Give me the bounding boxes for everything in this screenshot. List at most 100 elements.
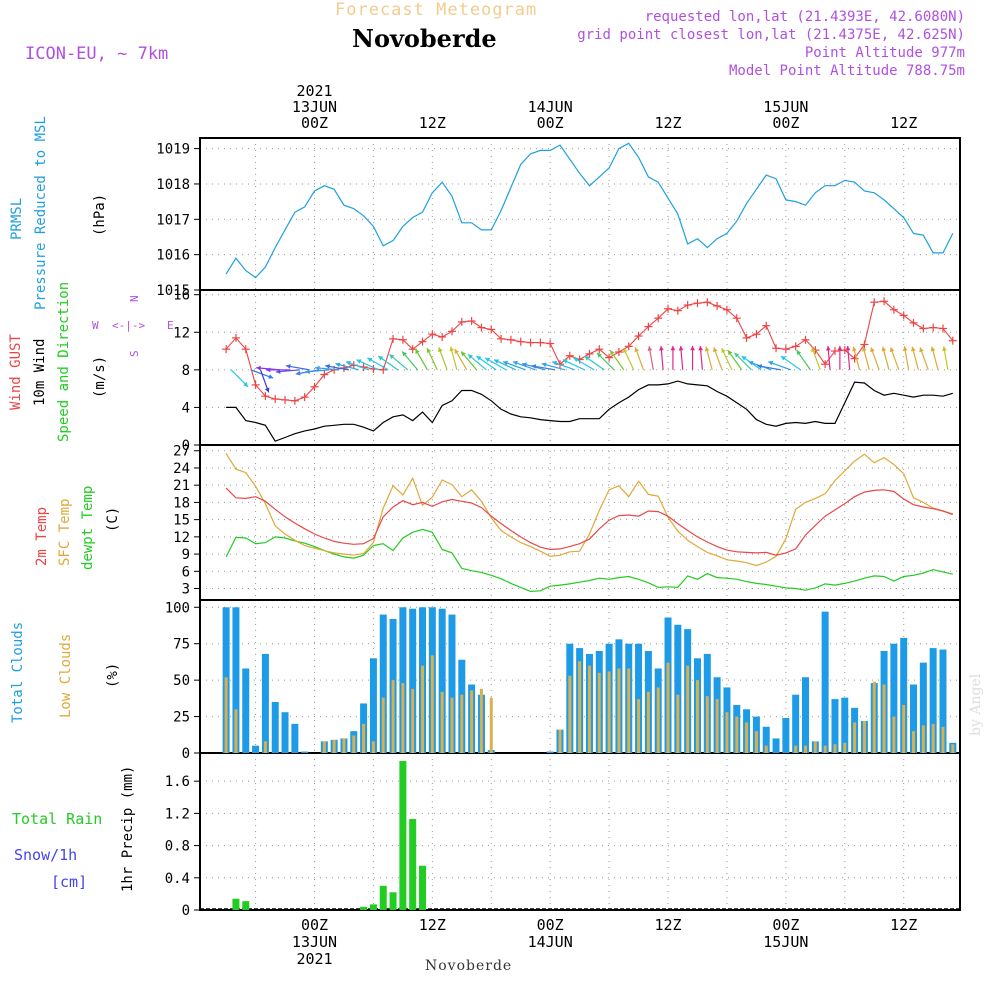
time-label-text: 12Z xyxy=(890,916,917,934)
gust-marker xyxy=(281,395,290,404)
total-cloud-bar xyxy=(261,653,269,753)
wind-arrow xyxy=(315,365,340,371)
wind-arrow-head xyxy=(256,365,261,371)
gust-marker xyxy=(231,333,240,342)
low-cloud-bar xyxy=(568,675,572,753)
wind-arrow xyxy=(305,369,330,374)
y-tick-label: 0 xyxy=(182,438,190,454)
low-cloud-bar xyxy=(745,722,749,753)
wind-arrow-head xyxy=(741,356,747,361)
wind-arrow-head xyxy=(467,354,473,360)
precip-bar xyxy=(379,885,387,910)
wind-arrow xyxy=(467,353,487,371)
pressure-line xyxy=(225,142,954,279)
wind-arrow-head xyxy=(930,346,936,352)
time-label-top: 12Z xyxy=(419,114,446,132)
low-cloud-bar xyxy=(440,691,444,753)
wind-arrow-head xyxy=(438,347,443,353)
gust-marker xyxy=(781,345,790,354)
total-cloud-bar xyxy=(242,668,250,753)
wind-arrow xyxy=(704,346,713,371)
gust-marker xyxy=(438,332,447,341)
gust-marker xyxy=(919,324,928,333)
precip-bar xyxy=(232,898,240,910)
wind-arrow xyxy=(476,355,497,371)
gust-marker xyxy=(477,323,486,332)
total-cloud-bar xyxy=(635,643,643,753)
wind-arrow-head xyxy=(461,351,466,357)
gust-marker xyxy=(693,299,702,308)
gust-marker xyxy=(614,348,623,356)
wind-arrow-head xyxy=(796,350,802,356)
precip-bar xyxy=(360,906,368,910)
gust-marker xyxy=(595,345,604,354)
time-label-text: 2021 xyxy=(296,950,332,968)
time-label-text: 12Z xyxy=(654,916,681,934)
wind-arrow-head xyxy=(522,362,527,368)
wind-arrow xyxy=(727,349,743,371)
wind-arrow xyxy=(389,353,409,371)
wind-arrow xyxy=(721,347,733,371)
total-cloud-bar xyxy=(910,684,918,753)
gust-marker xyxy=(860,340,869,349)
low-cloud-bar xyxy=(833,744,837,753)
total-cloud-bar xyxy=(772,738,780,753)
wind-arrow xyxy=(734,352,752,371)
gust-marker xyxy=(565,351,574,360)
total-cloud-bar xyxy=(792,694,800,753)
y-tick-label: 3 xyxy=(182,582,190,598)
time-label-text: 00Z xyxy=(537,114,564,132)
total-cloud-bar xyxy=(448,614,456,753)
gust-marker xyxy=(732,314,741,323)
wind-arrow xyxy=(713,347,723,371)
gust-marker xyxy=(398,335,407,344)
low-cloud-bar xyxy=(804,745,807,753)
y-tick-label: 1017 xyxy=(156,212,190,228)
time-label-bottom: 12Z xyxy=(419,916,446,934)
low-cloud-bar xyxy=(401,683,405,753)
time-label-bottom: 12Z xyxy=(890,916,917,934)
low-cloud-bar xyxy=(578,661,582,753)
gust-marker xyxy=(889,305,898,314)
low-cloud-bar xyxy=(342,738,346,753)
time-label-text: 13JUN xyxy=(292,933,337,951)
gust-marker xyxy=(428,330,437,339)
y-tick-label: 1.6 xyxy=(165,774,190,790)
model-label: ICON-EU, ~ 7km xyxy=(25,44,169,64)
y-tick-label: 18 xyxy=(173,495,190,511)
total-cloud-bar xyxy=(301,751,309,753)
wind-arrow-head xyxy=(356,359,362,364)
wind-arrow-head xyxy=(870,347,875,353)
wind-arrow xyxy=(837,345,843,370)
low-cloud-bar xyxy=(853,722,857,753)
wind-arrow xyxy=(367,357,389,371)
temp2m-line xyxy=(225,487,954,556)
gust-marker xyxy=(222,345,231,354)
wind-arrow xyxy=(285,364,310,371)
wind-arrow-head xyxy=(503,360,509,366)
wind-arrow xyxy=(414,348,428,371)
wind-arrow xyxy=(562,359,585,371)
wind-arrow xyxy=(902,346,910,370)
low-cloud-bar xyxy=(558,729,562,753)
snow-label: Snow/1h xyxy=(14,846,78,864)
wind-arrow xyxy=(265,367,290,373)
wind-arrow xyxy=(930,346,939,371)
total-cloud-bar xyxy=(438,608,446,753)
wind-arrow xyxy=(881,346,890,371)
total-cloud-bar xyxy=(379,614,387,753)
wind-arrow xyxy=(609,349,625,371)
time-label-text: 13JUN xyxy=(292,98,337,116)
y-tick-label: 0.8 xyxy=(165,839,190,855)
low-cloud-bar xyxy=(332,739,336,753)
wind-arrow xyxy=(698,345,704,370)
wind-arrow-head xyxy=(268,374,274,379)
gust-marker xyxy=(664,304,673,313)
y-tick-label: 15 xyxy=(173,513,190,529)
gust-marker xyxy=(899,311,908,320)
wind-arrow-head xyxy=(295,370,301,376)
wind-arrow-head xyxy=(678,345,684,351)
point-altitude: Point Altitude 977m xyxy=(804,45,965,61)
